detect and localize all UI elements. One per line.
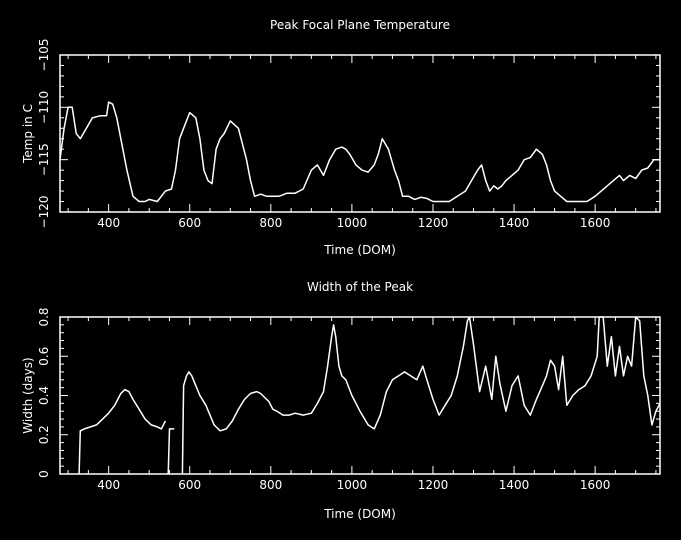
width-x-tick-label: 1400: [499, 478, 530, 492]
width-y-tick-label: 0.6: [37, 347, 51, 366]
width-x-tick-label: 600: [178, 478, 201, 492]
temperature-y-ticks: −120 −115 −110 −105: [37, 39, 660, 229]
temperature-title: Peak Focal Plane Temperature: [270, 18, 450, 32]
width-series-segment: [181, 316, 661, 475]
width-x-tick-label: 1600: [580, 478, 611, 492]
temperature-plot-frame: [59, 54, 661, 213]
temperature-x-tick-label: 1000: [337, 216, 368, 230]
temperature-x-tick-label: 600: [178, 216, 201, 230]
temperature-x-tick-label: 400: [97, 216, 120, 230]
temperature-y-tick-label: −105: [37, 39, 51, 72]
temperature-series-line: [59, 101, 660, 203]
width-title: Width of the Peak: [307, 280, 413, 294]
temperature-x-tick-label: 800: [259, 216, 282, 230]
width-y-axis-label: Width (days): [21, 357, 35, 433]
temperature-x-tick-label: 1400: [499, 216, 530, 230]
width-y-tick-label: 0.4: [37, 386, 51, 405]
width-series-segment: [167, 428, 175, 475]
width-y-tick-label: 0: [37, 470, 51, 478]
width-x-tick-label: 400: [97, 478, 120, 492]
temperature-panel: Peak Focal Plane Temperature 400 600 800 10…: [21, 18, 661, 257]
width-y-tick-label: 0.2: [37, 425, 51, 444]
temperature-x-ticks: 400 600 800 1000 1200 1400 1600: [67, 55, 657, 230]
width-x-tick-label: 800: [259, 478, 282, 492]
width-series: [78, 316, 661, 475]
width-y-tick-label: 0.8: [37, 307, 51, 326]
temperature-x-axis-label: Time (DOM): [323, 243, 396, 257]
temperature-x-tick-label: 1200: [418, 216, 449, 230]
width-x-tick-label: 1000: [337, 478, 368, 492]
temperature-y-axis-label: Temp in C: [21, 104, 35, 164]
temperature-x-tick-label: 1600: [580, 216, 611, 230]
width-x-tick-label: 1200: [418, 478, 449, 492]
width-x-axis-label: Time (DOM): [323, 507, 396, 521]
width-y-ticks: 0 0.2 0.4 0.6 0.8: [37, 307, 660, 478]
width-panel: Width of the Peak 400 600 800 1000 1200 1400 1…: [21, 280, 661, 521]
temperature-y-tick-label: −115: [37, 143, 51, 176]
temperature-y-tick-label: −120: [37, 196, 51, 229]
temperature-y-tick-label: −110: [37, 91, 51, 124]
width-series-segment: [78, 388, 167, 475]
